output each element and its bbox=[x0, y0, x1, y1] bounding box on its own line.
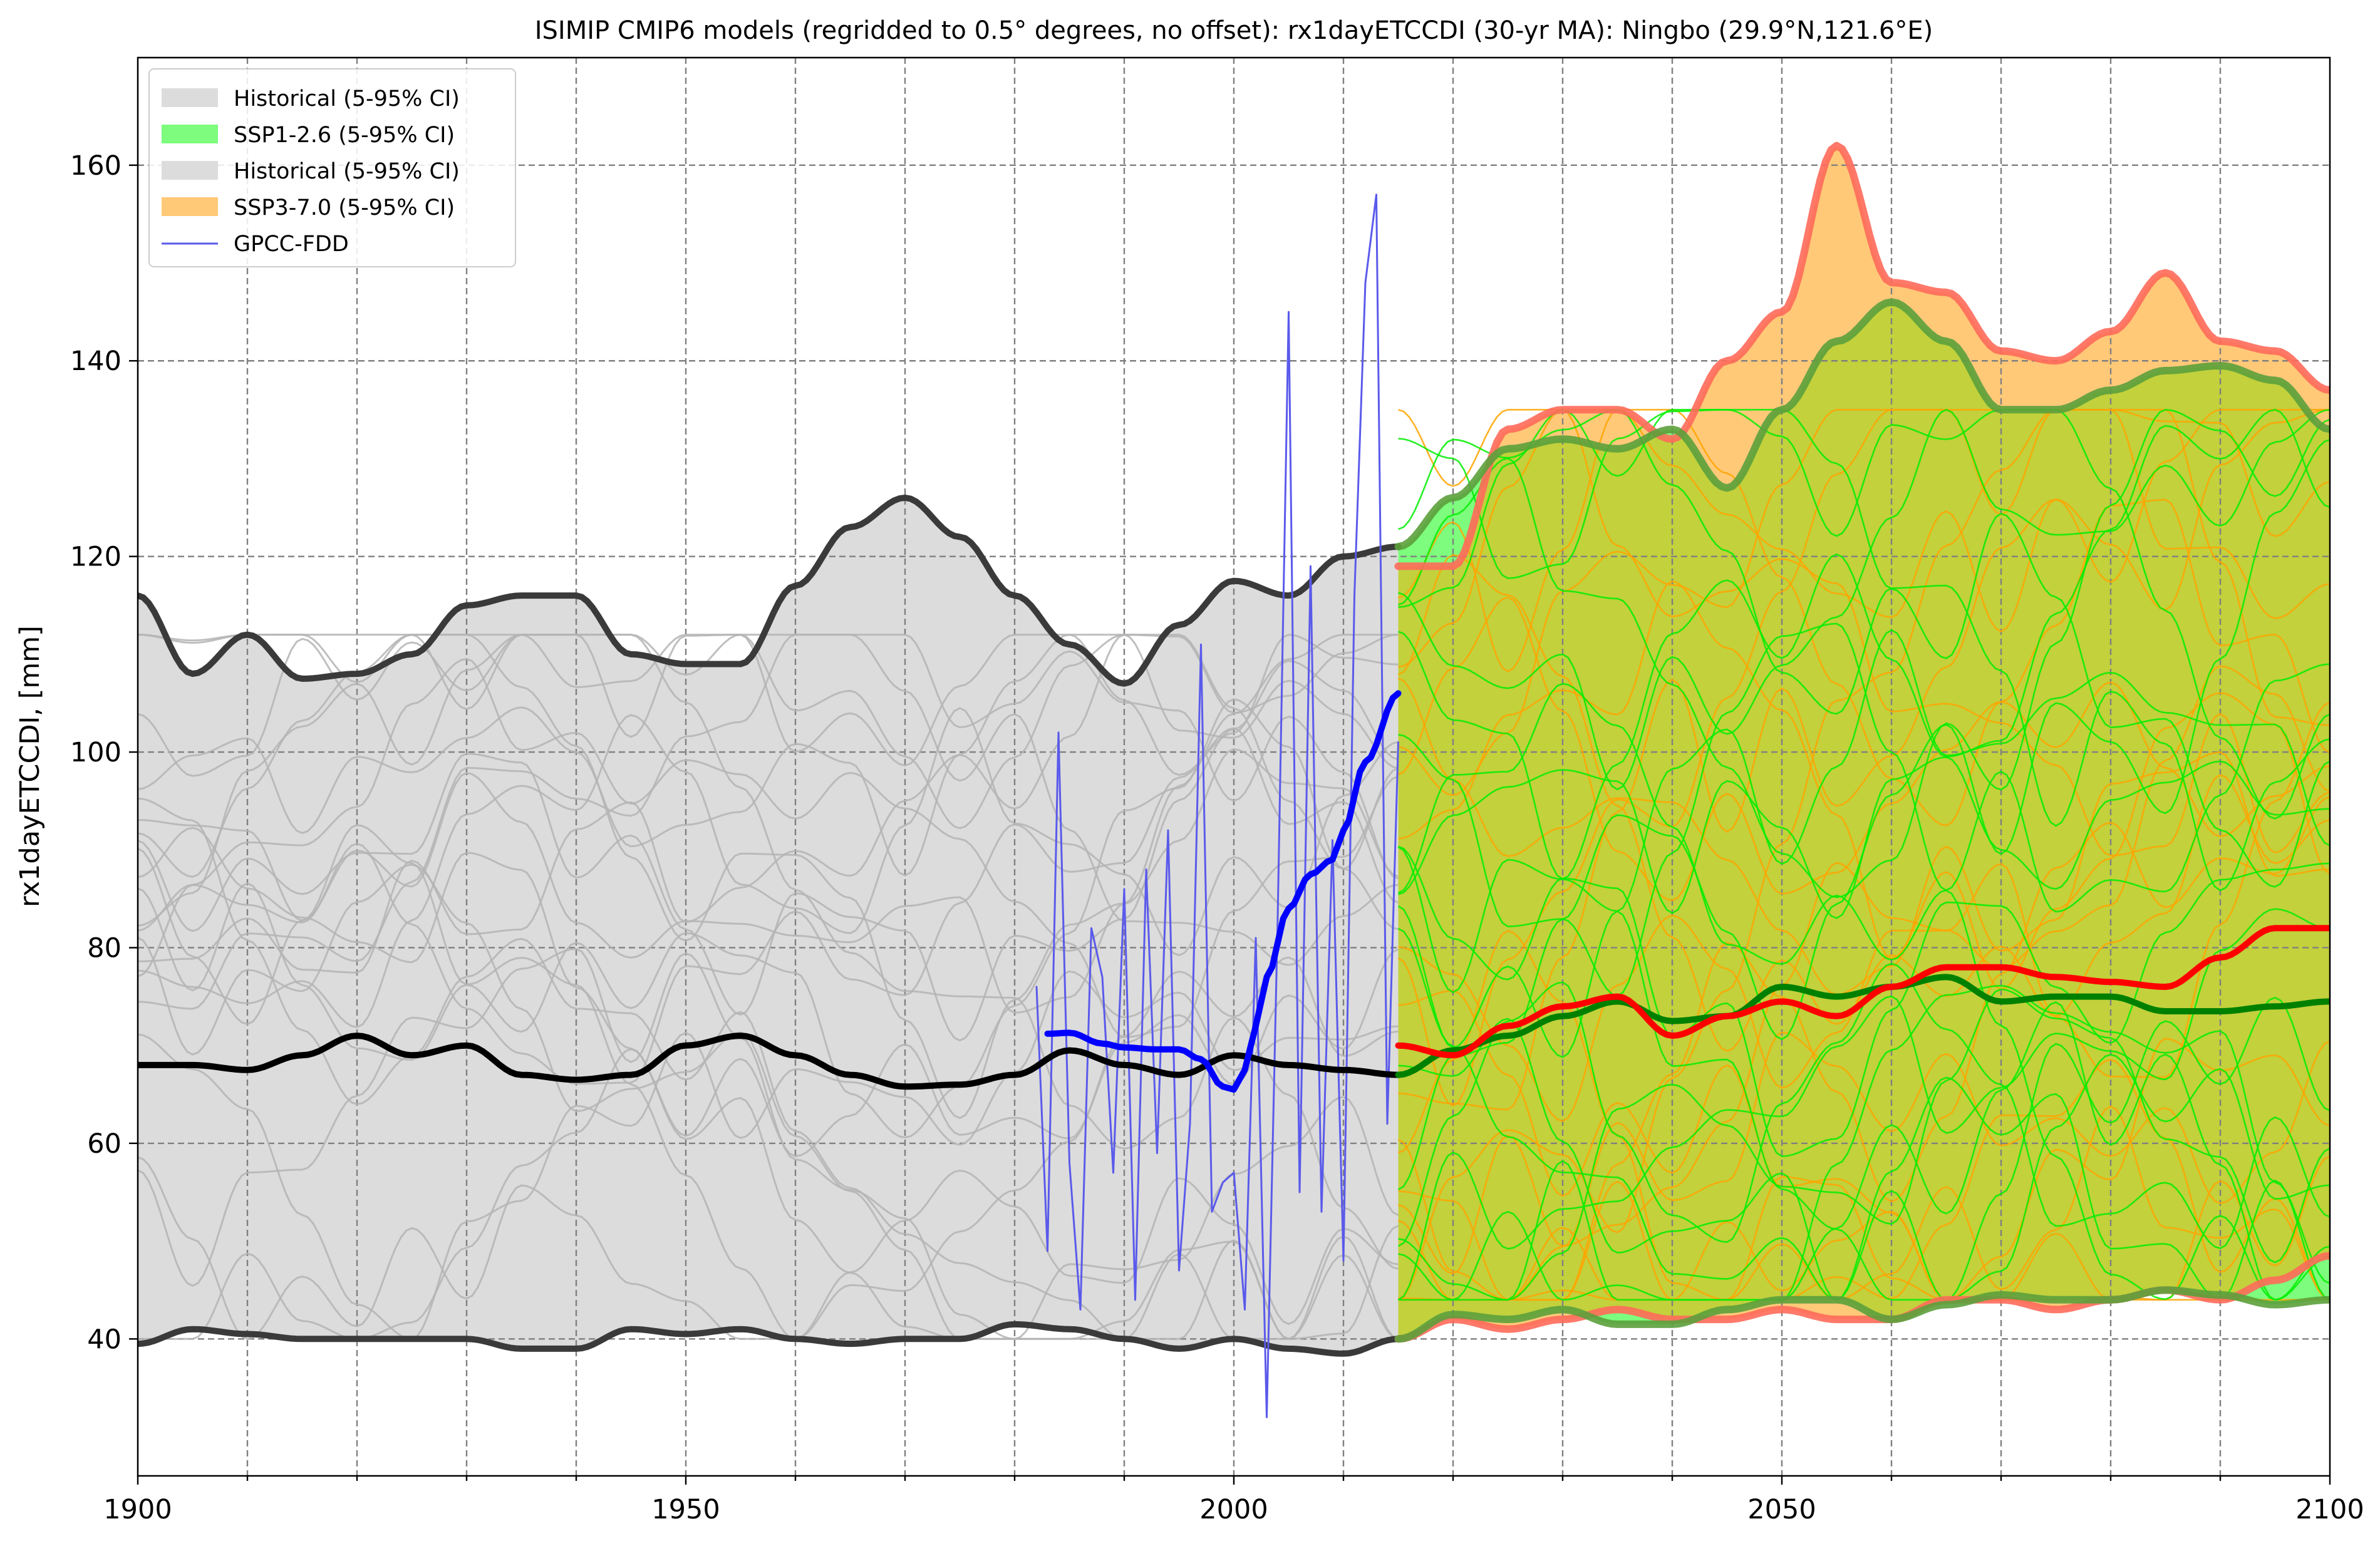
legend-swatch bbox=[162, 161, 218, 180]
legend-label: GPCC-FDD bbox=[234, 232, 349, 257]
plot-area: 1900 1950 2000 2050 2100 40 60 80 100 120 140 160 bbox=[70, 58, 2364, 1525]
y-tick-label: 140 bbox=[70, 346, 122, 377]
x-tick-label: 1900 bbox=[103, 1494, 172, 1525]
y-tick-label: 60 bbox=[87, 1128, 122, 1160]
y-tick-label: 100 bbox=[70, 737, 122, 768]
legend-label: SSP3-7.0 (5-95% CI) bbox=[234, 195, 455, 220]
chart-title: ISIMIP CMIP6 models (regridded to 0.5° d… bbox=[535, 16, 1933, 45]
x-tick-label: 2050 bbox=[1747, 1494, 1816, 1525]
x-tick-label: 1950 bbox=[651, 1494, 720, 1525]
legend-swatch bbox=[162, 125, 218, 143]
legend: Historical (5-95% CI) SSP1-2.6 (5-95% CI)… bbox=[149, 69, 515, 267]
legend-label: Historical (5-95% CI) bbox=[234, 86, 460, 111]
x-tick-label: 2000 bbox=[1199, 1494, 1268, 1525]
y-tick-label: 80 bbox=[87, 932, 122, 964]
y-tick-label: 120 bbox=[70, 542, 122, 573]
y-axis-label: rx1dayETCCDI, [mm] bbox=[14, 626, 46, 907]
x-tick-label: 2100 bbox=[2295, 1494, 2364, 1525]
legend-swatch bbox=[162, 88, 218, 107]
legend-swatch bbox=[162, 197, 218, 216]
y-tick-label: 160 bbox=[70, 150, 122, 182]
y-tick-label: 40 bbox=[87, 1324, 122, 1355]
legend-label: Historical (5-95% CI) bbox=[234, 159, 460, 184]
legend-label: SSP1-2.6 (5-95% CI) bbox=[234, 123, 455, 148]
